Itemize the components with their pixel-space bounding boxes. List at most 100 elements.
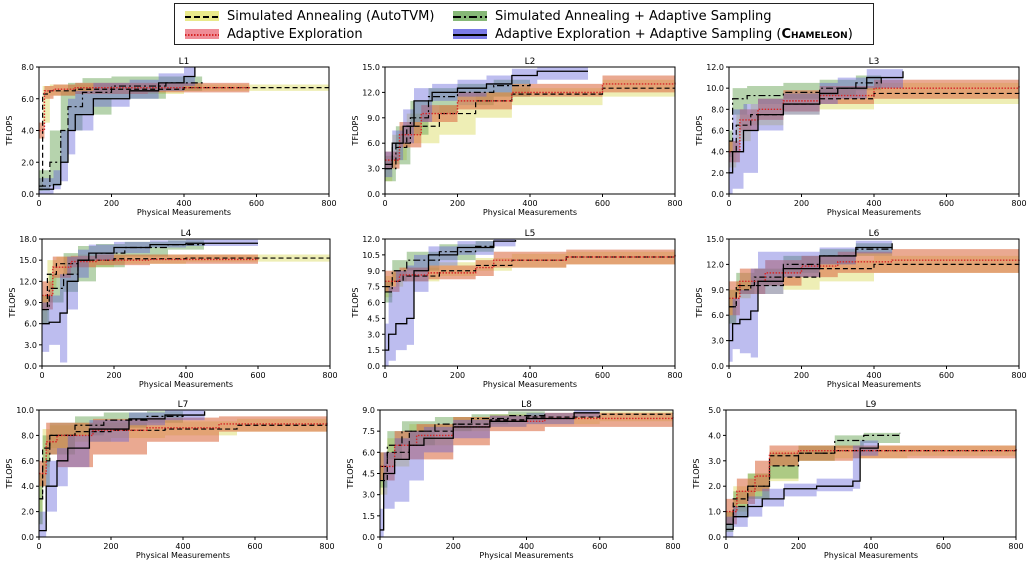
series-line-cham	[385, 70, 588, 166]
x-tick-label: 800	[1011, 371, 1026, 380]
x-tick-label: 0	[726, 371, 731, 380]
legend-label-simulated-annealing-adaptive-sampling: Simulated Annealing + Adaptive Sampling	[495, 8, 772, 24]
chart-title: L6	[869, 229, 880, 239]
band-ae-pink	[39, 82, 250, 139]
y-tick-label: 6.0	[711, 311, 724, 320]
x-tick-label: 800	[319, 542, 334, 551]
x-tick-label: 0	[382, 371, 387, 380]
x-tick-label: 800	[321, 199, 336, 208]
y-tick-label: 6.0	[362, 448, 375, 457]
y-tick-label: 6.0	[21, 95, 34, 104]
legend-swatch-simulated-annealing	[185, 11, 219, 21]
x-tick-label: 400	[522, 199, 537, 208]
y-tick-label: 4.0	[21, 127, 34, 136]
chart-title: L2	[525, 57, 536, 67]
x-axis-label: Physical Measurements	[827, 208, 921, 217]
chart-panel-l9: 0 200 400 600 800 0.0 1.0 2.0 3.0 4.0 5.0 L9 Physica…	[692, 400, 1024, 560]
x-axis-label: Physical Measurements	[479, 551, 573, 560]
y-tick-label: 10.5	[362, 251, 380, 260]
band-cham	[726, 437, 879, 537]
y-tick-label: 3.0	[708, 457, 721, 466]
y-tick-label: 4.5	[367, 314, 380, 323]
band-sa	[385, 79, 675, 182]
y-tick-label: 2.0	[711, 169, 724, 178]
legend-label-adaptive-exploration: Adaptive Exploration	[227, 26, 363, 42]
x-tick-label: 400	[866, 199, 881, 208]
x-axis-label: Physical Measurements	[137, 208, 231, 217]
chart-panel-l6: 0 200 400 600 800 0.0 3.0 6.0 9.0 12.0 15.0 L6 Physi…	[695, 229, 1027, 389]
band-ae	[385, 73, 675, 169]
y-tick-label: 0.0	[21, 190, 34, 199]
y-tick-label: 12.0	[362, 88, 380, 97]
series-line-sa	[39, 87, 329, 187]
x-tick-label: 200	[794, 199, 809, 208]
chart-panel-l4: 0 200 400 600 800 0.0 3.0 6.0 9.0 12.0 15.0 18.0 L4 P…	[8, 229, 338, 389]
series-line-sa_as	[39, 79, 203, 187]
band-cham	[729, 67, 903, 194]
band-ae	[42, 254, 258, 310]
series-line-cham	[39, 67, 196, 190]
band-sa_as	[380, 410, 545, 488]
y-tick-label: 15.0	[706, 235, 724, 244]
x-tick-label: 400	[176, 199, 191, 208]
series-line-ae	[39, 86, 250, 132]
x-tick-label: 200	[106, 371, 121, 380]
series-line-cham	[380, 412, 600, 531]
y-tick-label: 4.0	[708, 431, 721, 440]
x-tick-label: 600	[939, 199, 954, 208]
x-tick-label: 600	[247, 542, 262, 551]
x-tick-label: 0	[36, 542, 41, 551]
x-tick-label: 400	[178, 371, 193, 380]
y-tick-label: 0.0	[708, 533, 721, 542]
y-tick-label: 2.0	[21, 508, 34, 517]
x-tick-label: 200	[450, 371, 465, 380]
series-line-ae	[729, 259, 1020, 299]
series-line-cham	[39, 411, 206, 532]
y-tick-label: 4.0	[711, 148, 724, 157]
band-sa	[39, 416, 327, 525]
chart-title: L3	[869, 57, 880, 67]
chart-panel-l5: 0 200 400 600 800 0.0 1.5 3.0 4.5 6.0 7.5 9.0 10.5 12…	[351, 229, 683, 389]
legend-swatch-simulated-annealing-adaptive-sampling	[453, 11, 487, 21]
y-tick-label: 3.0	[362, 491, 375, 500]
x-tick-label: 400	[519, 542, 534, 551]
band-cham	[42, 239, 258, 363]
y-tick-label: 9.0	[24, 299, 37, 308]
y-tick-label: 4.5	[362, 470, 375, 479]
y-tick-label: 3.0	[711, 337, 724, 346]
x-tick-label: 800	[665, 542, 680, 551]
series-line-ae	[385, 81, 676, 161]
x-axis-label: Physical Measurements	[483, 208, 577, 217]
legend-item-adaptive-exploration: Adaptive Exploration	[185, 25, 363, 43]
x-tick-label: 0	[36, 199, 41, 208]
band-ae-pink	[385, 73, 675, 169]
x-tick-label: 600	[250, 371, 265, 380]
series-line-cham	[729, 243, 893, 342]
band-ae-pink	[726, 443, 1016, 525]
chart-title: L4	[181, 229, 192, 239]
band-sa_as	[729, 72, 882, 157]
x-tick-label: 200	[446, 542, 461, 551]
y-tick-label: 8.0	[711, 105, 724, 114]
y-axis-label: TFLOPS	[351, 116, 360, 147]
y-tick-label: 15.0	[362, 63, 380, 72]
y-tick-label: 1.0	[708, 508, 721, 517]
y-tick-label: 6.0	[21, 457, 34, 466]
band-cham	[385, 67, 588, 178]
y-tick-label: 6.0	[367, 139, 380, 148]
band-ae-pink	[39, 416, 327, 487]
x-tick-label: 0	[39, 371, 44, 380]
series-line-cham	[729, 71, 904, 174]
y-tick-label: 9.0	[362, 406, 375, 415]
series-line-sa_as	[39, 415, 184, 500]
x-tick-label: 200	[794, 371, 809, 380]
y-tick-label: 0.0	[367, 190, 380, 199]
band-ae	[729, 77, 1019, 163]
band-ae-pink	[42, 254, 258, 310]
y-tick-label: 6.0	[24, 320, 37, 329]
band-ae	[726, 443, 1016, 525]
x-tick-label: 400	[175, 542, 190, 551]
band-sa	[39, 84, 329, 191]
chart-panel-l2: 0 200 400 600 800 0.0 3.0 6.0 9.0 12.0 15.0 L2 Physi…	[351, 57, 683, 217]
